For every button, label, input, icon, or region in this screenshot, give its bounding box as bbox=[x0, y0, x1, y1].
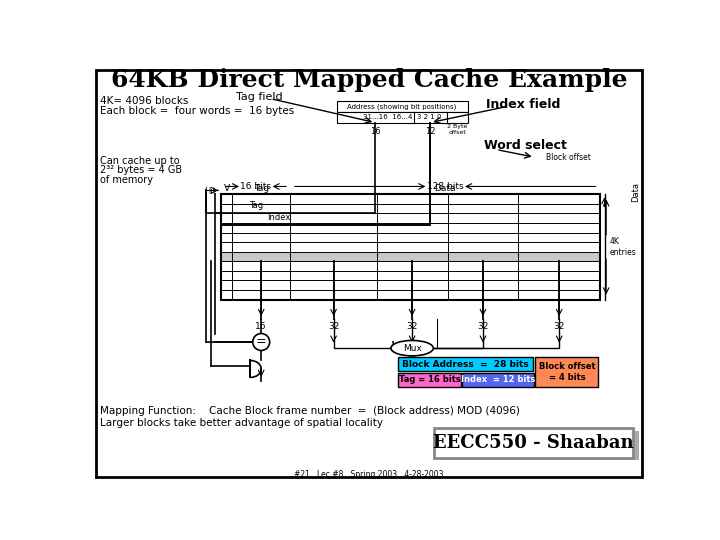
Text: Address (showing bit positions): Address (showing bit positions) bbox=[348, 103, 456, 110]
Text: 32: 32 bbox=[554, 322, 565, 331]
Text: Mux: Mux bbox=[402, 343, 421, 353]
Text: 2 Byte
offset: 2 Byte offset bbox=[447, 124, 467, 135]
Text: Data: Data bbox=[434, 184, 456, 193]
Text: Block Address  =  28 bits: Block Address = 28 bits bbox=[402, 360, 529, 369]
Ellipse shape bbox=[391, 340, 433, 356]
Bar bbox=[398, 373, 462, 387]
Circle shape bbox=[253, 334, 270, 350]
Text: 12: 12 bbox=[425, 126, 436, 136]
Text: Hit: Hit bbox=[204, 187, 217, 197]
Text: #21   Lec #8   Spring 2003   4-28-2003: #21 Lec #8 Spring 2003 4-28-2003 bbox=[294, 470, 444, 479]
Text: 16: 16 bbox=[256, 322, 267, 331]
Text: 31...16  16...4  3 2 1 0: 31...16 16...4 3 2 1 0 bbox=[363, 114, 441, 120]
Text: Mapping Function:    Cache Block frame number  =  (Block address) MOD (4096): Mapping Function: Cache Block frame numb… bbox=[99, 406, 519, 416]
Text: Larger blocks take better advantage of spatial locality: Larger blocks take better advantage of s… bbox=[99, 418, 382, 428]
Text: Word select: Word select bbox=[485, 139, 567, 152]
Text: of memory: of memory bbox=[99, 174, 153, 185]
Text: 2³² bytes = 4 GB: 2³² bytes = 4 GB bbox=[99, 165, 181, 176]
Text: =: = bbox=[256, 335, 266, 348]
Text: Block offset: Block offset bbox=[546, 153, 591, 161]
Bar bbox=[398, 357, 533, 372]
Text: EECC550 - Shaaban: EECC550 - Shaaban bbox=[433, 434, 634, 452]
Text: 32: 32 bbox=[406, 322, 418, 331]
Bar bbox=[434, 428, 633, 457]
Text: 4K
entries: 4K entries bbox=[609, 237, 636, 256]
Text: Each block =  four words =  16 bytes: Each block = four words = 16 bytes bbox=[99, 106, 294, 116]
Text: Data: Data bbox=[631, 182, 640, 202]
Text: 128 bits: 128 bits bbox=[427, 182, 464, 191]
Bar bbox=[221, 194, 600, 300]
Bar bbox=[337, 112, 467, 123]
Bar bbox=[535, 357, 598, 387]
Bar bbox=[440, 430, 639, 460]
Bar bbox=[337, 101, 467, 112]
Bar bbox=[221, 252, 600, 261]
Text: V: V bbox=[223, 184, 230, 193]
Text: Block offset
= 4 bits: Block offset = 4 bits bbox=[539, 362, 595, 382]
Text: 64KB Direct Mapped Cache Example: 64KB Direct Mapped Cache Example bbox=[111, 68, 627, 92]
Text: Index: Index bbox=[267, 213, 291, 222]
Text: 16: 16 bbox=[370, 126, 380, 136]
Text: Index field: Index field bbox=[486, 98, 560, 111]
Text: Tag: Tag bbox=[248, 201, 263, 210]
Text: Tag: Tag bbox=[253, 184, 269, 193]
Text: 16 bits: 16 bits bbox=[240, 182, 271, 191]
Text: Tag field: Tag field bbox=[236, 92, 283, 102]
Text: 32: 32 bbox=[406, 363, 418, 372]
Bar bbox=[462, 373, 534, 387]
Text: 4K= 4096 blocks: 4K= 4096 blocks bbox=[99, 96, 188, 106]
Text: 32: 32 bbox=[328, 322, 339, 331]
Text: Can cache up to: Can cache up to bbox=[99, 156, 179, 166]
Text: Index  = 12 bits: Index = 12 bits bbox=[461, 375, 535, 384]
Text: 32: 32 bbox=[477, 322, 489, 331]
Text: Tag = 16 bits: Tag = 16 bits bbox=[399, 375, 461, 384]
